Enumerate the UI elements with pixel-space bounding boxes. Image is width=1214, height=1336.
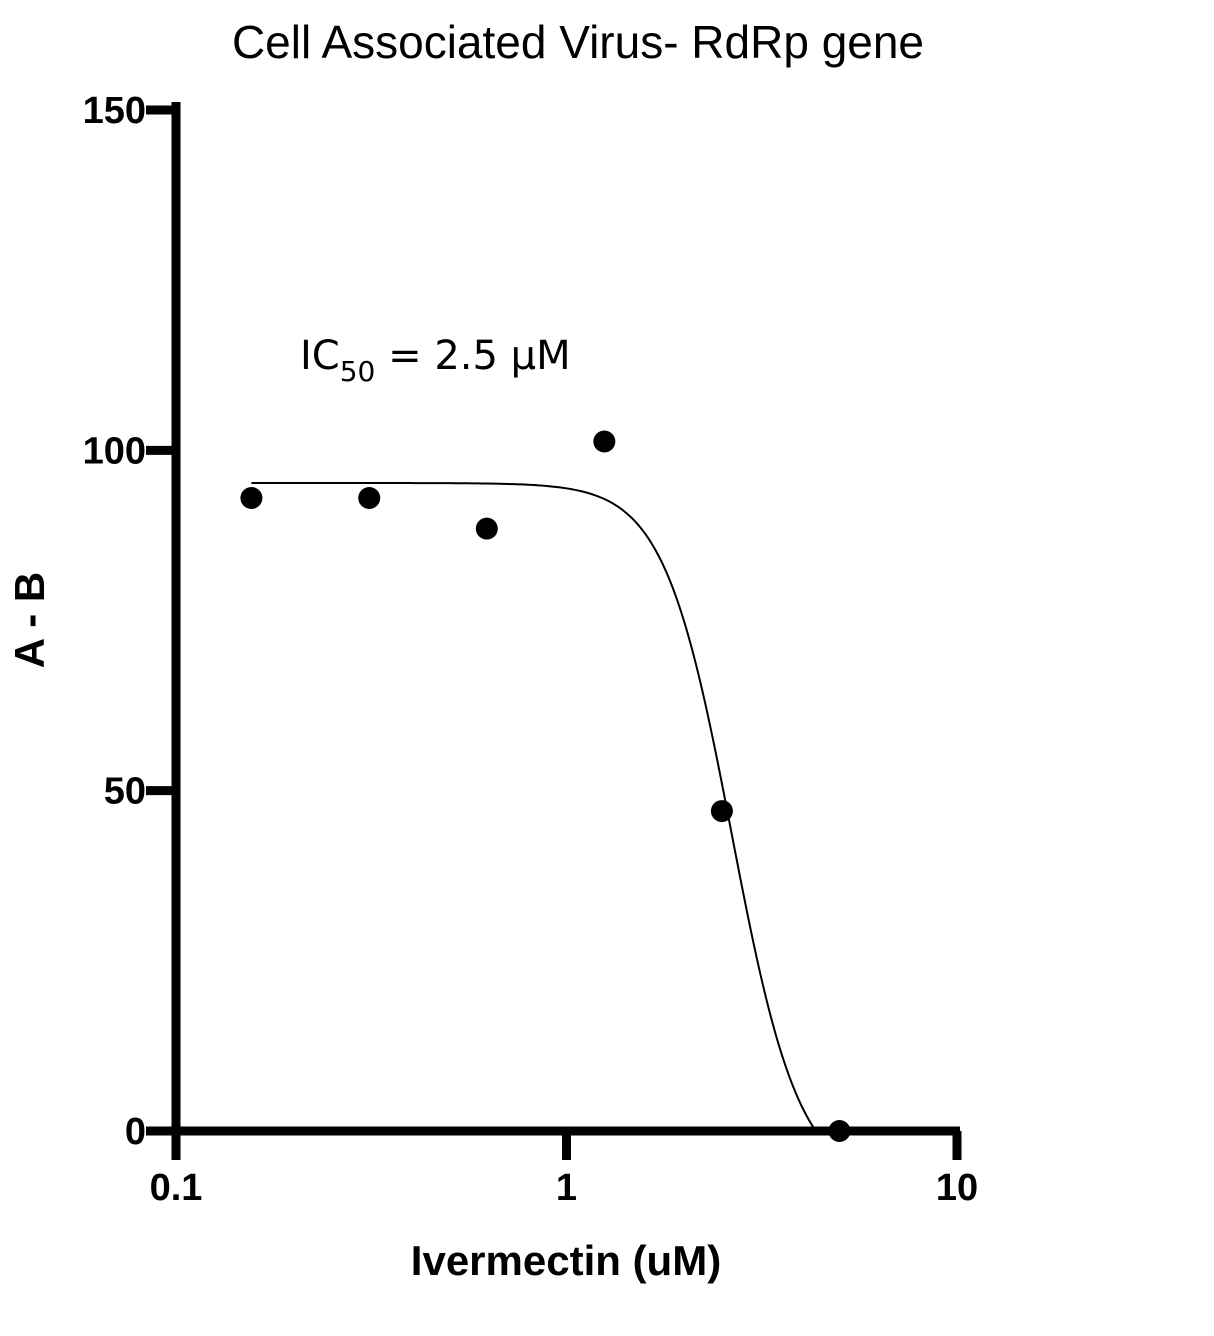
ic50-annotation-base: IC — [300, 333, 340, 379]
y-tick-label: 0 — [125, 1111, 146, 1153]
chart-title: Cell Associated Virus- RdRp gene — [232, 16, 924, 68]
ic50-annotation-subscript: 50 — [340, 355, 376, 388]
ic50-annotation-rest: = 2.5 μM — [375, 333, 570, 379]
x-tick-label: 10 — [936, 1167, 978, 1209]
data-point — [240, 486, 263, 509]
y-axis-label: A - B — [6, 572, 53, 668]
fit-curve — [251, 482, 826, 1132]
x-axis-label: Ivermectin (uM) — [411, 1237, 721, 1284]
data-point — [828, 1120, 851, 1142]
axes — [171, 102, 960, 1152]
y-tick-label: 50 — [104, 771, 146, 813]
y-ticks: 0 50 100 150 — [83, 90, 176, 1153]
x-tick-label: 1 — [556, 1167, 577, 1209]
data-points — [240, 430, 851, 1142]
y-tick-label: 150 — [83, 90, 146, 132]
y-tick-label: 100 — [83, 430, 146, 472]
data-point — [475, 517, 498, 540]
data-point — [593, 430, 616, 453]
x-tick-label: 0.1 — [150, 1167, 203, 1209]
ic50-annotation: IC50 = 2.5 μM — [300, 333, 571, 388]
data-point — [358, 486, 381, 509]
data-point — [710, 800, 733, 823]
x-ticks: 0.1 1 10 — [150, 1131, 978, 1209]
